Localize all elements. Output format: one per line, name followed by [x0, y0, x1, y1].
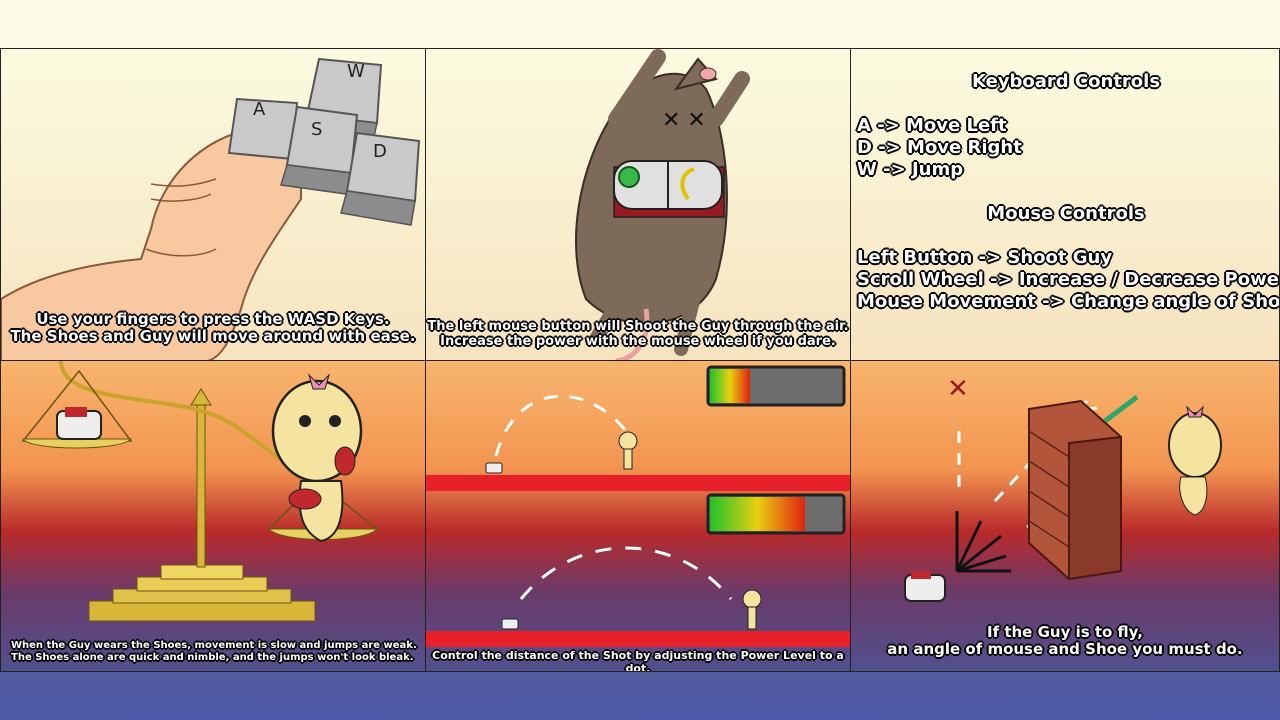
mouse-caption-line1: The left mouse button will Shoot the Guy… [427, 319, 849, 334]
mouse-controls-title: Mouse Controls [987, 203, 1145, 224]
checkmark-icon [1103, 395, 1139, 423]
angle-caption-line1: If the Guy is to fly, [987, 623, 1143, 641]
power-meter-high-fill [710, 497, 805, 531]
angle-illustration: ✕ [904, 374, 1222, 602]
mouse-animal-icon: ✕ ✕ [575, 49, 750, 360]
panel-mouse: ✕ ✕ The left mouse button will Shoot the… [425, 48, 851, 361]
mouse-control-power: Scroll Wheel -> Increase / Decrease Powe… [857, 269, 1280, 290]
trajectory-long [519, 546, 733, 600]
scale-caption-line1: When the Guy wears the Shoes, movement i… [11, 640, 417, 651]
keyboard-control-jump: W -> Jump [857, 159, 964, 180]
key-a-label: A [253, 99, 266, 120]
wasd-illustration: W A S D [1, 57, 421, 360]
controls-list: Keyboard Controls A -> Move Left D -> Mo… [857, 71, 1280, 313]
shoes-icon [56, 407, 102, 440]
shoes-icon [904, 571, 946, 602]
angle-caption-line2: an angle of mouse and Shoe you must do. [887, 640, 1243, 659]
power-illustration [426, 365, 850, 647]
power-meter-low [706, 365, 846, 407]
power-meter-low-fill [710, 369, 750, 403]
key-d-icon [340, 131, 421, 226]
key-w-label: W [347, 61, 365, 82]
panel-wasd-keys: W A S D Use your fingers to press the WA… [0, 48, 426, 361]
keyboard-control-right: D -> Move Right [857, 137, 1022, 158]
mouse-control-shoot: Left Button -> Shoot Guy [857, 247, 1113, 268]
wasd-caption-line1: Use your fingers to press the WASD Keys. [36, 310, 390, 328]
keyboard-controls-title: Keyboard Controls [971, 71, 1161, 92]
scale-illustration [21, 361, 380, 622]
wasd-caption: Use your fingers to press the WASD Keys.… [1, 310, 425, 346]
scroll-arrow-icon [680, 167, 695, 201]
panel-controls: Keyboard Controls A -> Move Left D -> Mo… [850, 48, 1280, 361]
panel-scale: When the Guy wears the Shoes, movement i… [0, 360, 426, 672]
ground-top [426, 475, 850, 491]
scale-caption: When the Guy wears the Shoes, movement i… [11, 640, 425, 663]
guy-character-icon [1168, 405, 1222, 516]
balance-scale-icon [21, 361, 380, 622]
guy-small-icon [618, 431, 638, 470]
keyboard-control-left: A -> Move Left [857, 115, 1007, 136]
cross-icon: ✕ [947, 374, 969, 404]
scale-caption-line2: The Shoes alone are quick and nimble, an… [11, 651, 414, 663]
crosshair-icon [618, 166, 640, 188]
trajectory-short [494, 394, 628, 457]
angle-caption: If the Guy is to fly, an angle of mouse … [851, 623, 1279, 659]
shoes-small-icon [485, 462, 503, 474]
panel-angle: ✕ If the Guy is to fly, an angle of mous… [850, 360, 1280, 672]
key-d-label: D [373, 141, 387, 162]
power-caption: Control the distance of the Shot by adju… [432, 649, 844, 672]
guy-small-icon [742, 589, 762, 630]
mouse-illustration: ✕ ✕ [575, 49, 750, 360]
ground-bottom [426, 631, 850, 647]
angle-axes-icon [955, 511, 1011, 573]
mouse-caption-line2: Increase the power with the mouse wheel … [440, 333, 836, 349]
svg-text:✕ ✕: ✕ ✕ [662, 108, 706, 133]
power-meter-high [706, 493, 846, 535]
wasd-caption-line2: The Shoes and Guy will move around with … [10, 327, 416, 346]
mouse-control-angle: Mouse Movement -> Change angle of Shot [857, 291, 1280, 312]
panel-power: Control the distance of the Shot by adju… [425, 360, 851, 672]
key-s-label: S [311, 119, 322, 140]
brick-wall-icon [1028, 399, 1122, 581]
mouse-caption: The left mouse button will Shoot the Guy… [426, 319, 850, 350]
mouse-device-icon [613, 160, 725, 218]
shoes-small-icon [501, 618, 519, 630]
guy-character-icon [271, 373, 363, 543]
